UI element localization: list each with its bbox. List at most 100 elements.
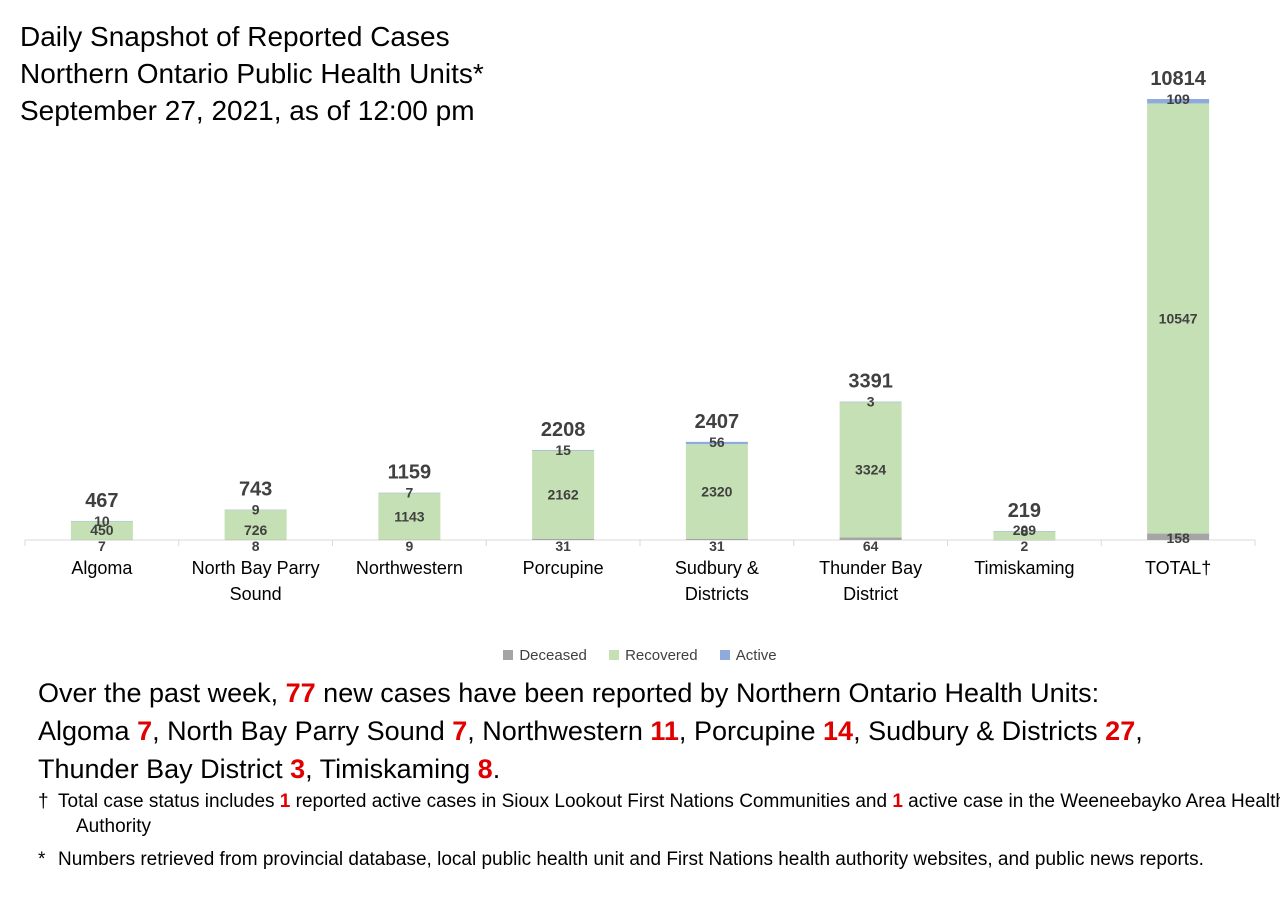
summary-intro: Over the past week,	[38, 678, 286, 708]
summary-item-sep: ,	[853, 716, 869, 746]
data-label-recovered: 10547	[1159, 311, 1198, 327]
data-label-total: 1159	[388, 462, 431, 484]
summary-item-sep: .	[492, 754, 501, 784]
data-label-recovered: 3324	[855, 462, 886, 478]
data-label-active: 10	[94, 513, 110, 529]
footnote-dagger-text-1: Total case status includes	[58, 791, 280, 812]
legend-item-deceased: Deceased	[503, 647, 587, 664]
bar-deceased	[1147, 533, 1210, 540]
data-label-recovered: 1143	[394, 508, 425, 524]
summary-total-new: 77	[285, 678, 316, 708]
data-label-total: 467	[85, 490, 118, 512]
bar-active	[685, 441, 748, 445]
footnote-dagger-num-2: 1	[892, 791, 903, 812]
summary-item-name: Porcupine	[693, 716, 824, 746]
data-label-total: 219	[1008, 500, 1041, 522]
bar-recovered	[224, 510, 287, 540]
x-tick-label: North Bay Parry	[192, 558, 320, 578]
x-tick-label: Timiskaming	[974, 558, 1074, 578]
data-label-recovered: 209	[1013, 522, 1037, 538]
bar-active	[1147, 99, 1210, 104]
x-tick-label: Districts	[685, 584, 749, 604]
summary-item-name: Timiskaming	[319, 754, 478, 784]
title-line-1: Daily Snapshot of Reported Cases	[20, 21, 450, 52]
footnote-star-text: Numbers retrieved from provincial databa…	[58, 849, 1204, 870]
x-tick-label: Sound	[230, 584, 282, 604]
summary-item-sep: ,	[1135, 716, 1143, 746]
title-line-3: September 27, 2021, as of 12:00 pm	[20, 95, 475, 126]
data-label-recovered: 450	[90, 522, 114, 538]
summary-item-name: Algoma	[38, 716, 138, 746]
data-label-deceased: 31	[555, 538, 571, 554]
chart-title: Daily Snapshot of Reported Cases Norther…	[20, 18, 484, 129]
bar-deceased	[532, 538, 595, 540]
data-label-recovered: 2320	[701, 483, 732, 499]
weekly-summary: Over the past week, 77 new cases have be…	[38, 674, 1268, 788]
summary-item-name: North Bay Parry Sound	[167, 716, 453, 746]
bar-recovered	[685, 444, 748, 539]
title-line-2: Northern Ontario Public Health Units*	[20, 58, 484, 89]
summary-item-name: Sudbury & Districts	[868, 716, 1106, 746]
data-label-active: 15	[555, 442, 571, 458]
bar-recovered	[532, 450, 595, 539]
summary-item-sep: ,	[152, 716, 168, 746]
footnote-dagger-text-3: active case in the Weeneebayko Area Heal…	[76, 791, 1280, 837]
data-label-deceased: 7	[98, 538, 106, 554]
data-label-active: 3	[867, 394, 875, 410]
data-label-active: 7	[405, 485, 413, 501]
bar-recovered	[378, 493, 441, 540]
data-label-total: 2407	[695, 411, 740, 433]
footnote-star: * Numbers retrieved from provincial datab…	[38, 847, 1280, 872]
summary-item-value: 3	[290, 754, 306, 784]
x-tick-label: Porcupine	[523, 558, 604, 578]
x-tick-label: Thunder Bay	[819, 558, 922, 578]
x-tick-label: District	[843, 584, 898, 604]
x-tick-label: Sudbury &	[675, 558, 759, 578]
legend-label-deceased: Deceased	[519, 647, 587, 664]
bar-deceased	[685, 538, 748, 540]
summary-item-value: 11	[650, 716, 679, 746]
data-label-deceased: 8	[252, 538, 260, 554]
legend-item-active: Active	[719, 647, 777, 664]
data-label-deceased: 2	[1020, 538, 1028, 554]
chart-legend: Deceased Recovered Active	[0, 647, 1280, 664]
legend-swatch-active	[719, 650, 730, 660]
legend-item-recovered: Recovered	[609, 647, 698, 664]
data-label-active: 56	[709, 434, 725, 450]
bar-recovered	[1147, 103, 1210, 534]
bar-recovered	[70, 521, 133, 540]
legend-label-active: Active	[735, 647, 777, 664]
x-tick-label: Northwestern	[356, 558, 463, 578]
legend-swatch-deceased	[503, 650, 514, 660]
data-label-deceased: 31	[709, 538, 725, 554]
summary-item-sep: ,	[678, 716, 694, 746]
data-label-total: 2208	[541, 419, 586, 441]
summary-item-value: 8	[477, 754, 493, 784]
summary-item-sep: ,	[467, 716, 483, 746]
summary-item-value: 14	[823, 716, 854, 746]
bar-deceased	[839, 537, 902, 540]
footnote-dagger-mark: †	[38, 791, 49, 812]
data-label-active: 109	[1166, 91, 1190, 107]
data-label-recovered: 726	[244, 522, 268, 538]
data-label-active: 9	[252, 502, 260, 518]
footnote-star-mark: *	[38, 849, 46, 870]
summary-item-value: 27	[1105, 716, 1136, 746]
legend-label-recovered: Recovered	[625, 647, 698, 664]
footnote-dagger-num-1: 1	[279, 791, 291, 812]
legend-swatch-recovered	[609, 650, 620, 660]
bar-recovered	[993, 531, 1056, 540]
summary-item-value: 7	[137, 716, 153, 746]
x-tick-label: TOTAL†	[1145, 558, 1211, 578]
data-label-total: 743	[239, 479, 272, 501]
data-label-active: 8	[1020, 523, 1028, 539]
summary-item-name: Thunder Bay District	[38, 754, 291, 784]
summary-item-name: Northwestern	[482, 716, 651, 746]
bar-active	[532, 449, 595, 451]
footnote-dagger-text-2: reported active cases in Sioux Lookout F…	[290, 791, 893, 812]
x-tick-label: Algoma	[71, 558, 133, 578]
data-label-deceased: 9	[405, 538, 413, 554]
summary-item-value: 7	[452, 716, 468, 746]
data-label-deceased: 64	[863, 538, 879, 554]
